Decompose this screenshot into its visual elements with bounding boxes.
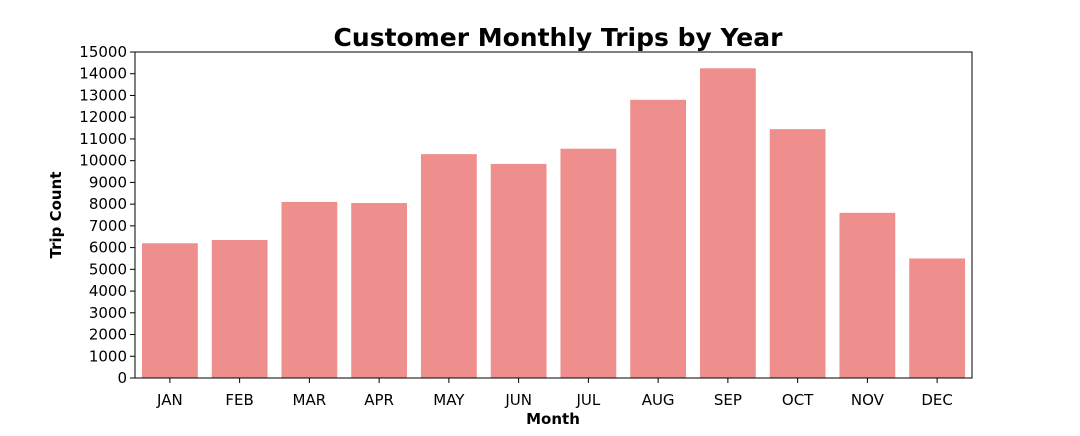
y-tick-label: 6000 (89, 239, 127, 257)
bar-jun (490, 163, 547, 378)
x-tick-label-oct: OCT (782, 391, 814, 409)
bar-nov (839, 212, 896, 378)
y-tick-label: 11000 (79, 130, 127, 148)
x-tick-label-feb: FEB (225, 391, 253, 409)
x-tick-label-apr: APR (364, 391, 394, 409)
bar-mar (281, 201, 338, 378)
x-tick-label-mar: MAR (293, 391, 327, 409)
y-tick-label: 9000 (89, 173, 127, 191)
bar-sep (699, 68, 756, 379)
y-tick-label: 13000 (79, 86, 127, 104)
y-tick-label: 5000 (89, 260, 127, 278)
y-axis-label: Trip Count (47, 172, 65, 259)
x-tick-label-jan: JAN (156, 391, 183, 409)
y-tick-label: 1000 (89, 347, 127, 365)
x-tick-label-nov: NOV (851, 391, 885, 409)
y-tick-label: 14000 (79, 65, 127, 83)
y-tick-label: 4000 (89, 282, 127, 300)
bar-apr (351, 203, 408, 378)
y-tick-label: 3000 (89, 304, 127, 322)
bar-jul (560, 148, 617, 378)
bar-oct (769, 129, 826, 378)
chart-title: Customer Monthly Trips by Year (334, 23, 784, 52)
bar-jan (141, 243, 198, 378)
y-tick-label: 10000 (79, 152, 127, 170)
x-tick-label-aug: AUG (642, 391, 675, 409)
y-tick-label: 12000 (79, 108, 127, 126)
plot-frame (134, 51, 973, 379)
bar-may (420, 154, 477, 378)
y-tick-label: 15000 (79, 43, 127, 61)
bars-group (141, 68, 966, 379)
x-tick-label-may: MAY (433, 391, 465, 409)
x-tick-label-sep: SEP (714, 391, 742, 409)
x-tick-label-jul: JUL (575, 391, 600, 409)
y-axis-ticks: 0 1000 2000 3000 4000 5000 6000 7000 8000 9000 100… (79, 43, 135, 387)
x-axis-label: Month (526, 410, 580, 428)
bar-aug (630, 99, 687, 379)
x-tick-label-dec: DEC (921, 391, 953, 409)
y-tick-label: 0 (117, 369, 127, 387)
bar-dec (909, 258, 966, 378)
x-axis-ticks: JAN FEB MAR APR MAY JUN JUL AUG SEP OCT NOV DEC (156, 378, 953, 409)
x-tick-label-jun: JUN (504, 391, 532, 409)
y-tick-label: 7000 (89, 217, 127, 235)
bar-feb (211, 239, 268, 378)
y-tick-label: 2000 (89, 326, 127, 344)
y-tick-label: 8000 (89, 195, 127, 213)
